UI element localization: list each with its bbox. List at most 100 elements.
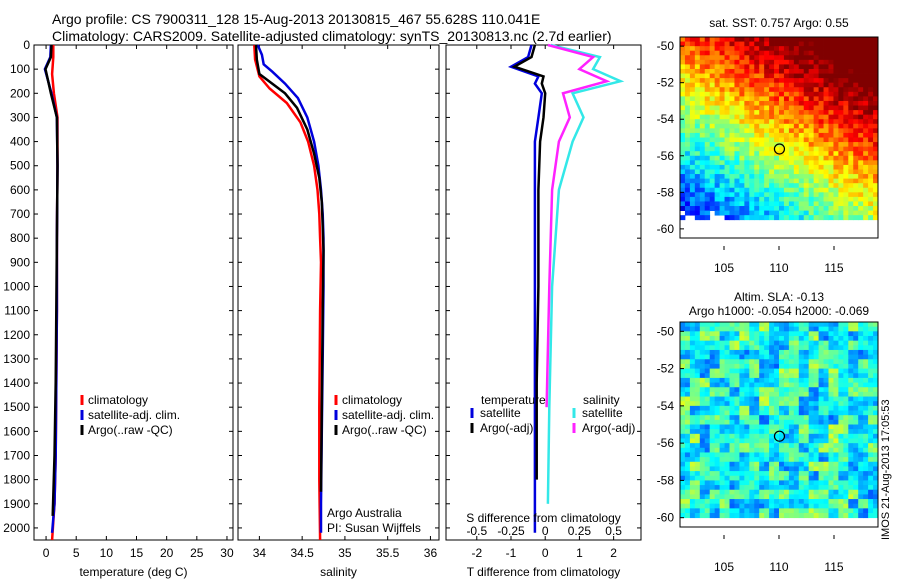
credit-pi: PI: Susan Wijffels [327, 521, 421, 535]
sst-map-ytick-label: -58 [657, 185, 675, 199]
depth-tick-label: 2000 [3, 521, 30, 535]
temp-xtick-label: 0 [43, 546, 50, 560]
diff-legend-label: satellite [480, 406, 521, 420]
depth-tick-label: 1900 [3, 497, 30, 511]
sst-map-ytick-label: -56 [657, 149, 675, 163]
depth-tick-label: 1300 [3, 352, 30, 366]
temp-xtick-label: 5 [73, 546, 80, 560]
depth-tick-label: 800 [10, 231, 30, 245]
depth-tick-label: 1500 [3, 400, 30, 414]
depth-tick-label: 1200 [3, 328, 30, 342]
depth-tick-label: 300 [10, 110, 30, 124]
temp-xlabel: temperature (deg C) [79, 565, 187, 579]
sla-heatmap-cells [680, 322, 879, 519]
diff-axes-frame [445, 44, 642, 541]
depth-tick-label: 1400 [3, 376, 30, 390]
sal-series-argo-raw-qc- [254, 44, 325, 492]
sal-xtick-label: 36 [424, 546, 438, 560]
sst-map-ytick-label: -52 [657, 76, 675, 90]
depth-tick-label: 0 [23, 38, 30, 52]
sst-map-xtick-label: 115 [824, 261, 843, 275]
temp-xtick-label: 10 [100, 546, 114, 560]
depth-tick-label: 1000 [3, 279, 30, 293]
sst-argo-position-marker [773, 143, 786, 155]
sdiff-xtick-label: -0.25 [497, 524, 525, 538]
sal-xtick-label: 35 [338, 546, 352, 560]
depth-tick-label: 1700 [3, 448, 30, 462]
depth-tick-label: 1600 [3, 424, 30, 438]
sla-map-ytick-label: -50 [657, 324, 675, 338]
diff-legend-label: satellite [582, 406, 623, 420]
diff-xtick-label: 0 [542, 546, 549, 560]
sla-map-title: Altim. SLA: -0.13 [734, 290, 824, 304]
temp-axes-frame [33, 44, 234, 541]
credit-institution: Argo Australia [327, 506, 402, 520]
temp-legend-label: Argo(..raw -QC) [88, 423, 173, 437]
imos-timestamp: IMOS 21-Aug-2013 17:05:53 [880, 399, 892, 540]
sdiff-xtick-label: 0.25 [568, 524, 592, 538]
temp-xtick-label: 30 [220, 546, 234, 560]
sal-legend-label: Argo(..raw -QC) [342, 423, 427, 437]
diff-xtick-label: 2 [610, 546, 617, 560]
sal-legend-label: satellite-adj. clim. [342, 408, 434, 422]
sdiff-xtick-label: 0.5 [605, 524, 622, 538]
sla-map-frame [679, 321, 879, 528]
temp-xtick-label: 15 [130, 546, 144, 560]
sal-xlabel: salinity [320, 565, 357, 579]
sla-map-ytick-label: -58 [657, 473, 675, 487]
depth-tick-label: 200 [10, 86, 30, 100]
sla-map-xtick-label: 105 [714, 560, 734, 574]
diff-series-satellite [507, 44, 544, 533]
sst-map-ytick-label: -60 [657, 222, 675, 236]
sal-xtick-label: 35.5 [376, 546, 400, 560]
sdiff-xtick-label: -0.5 [466, 524, 487, 538]
sst-map-xtick-label: 110 [769, 261, 788, 275]
sst-map-ytick-label: -50 [657, 39, 675, 53]
diff-xlabel: T difference from climatology [467, 565, 621, 579]
depth-tick-label: 900 [10, 255, 30, 269]
sal-series-satellite-adj-clim- [256, 44, 325, 533]
diff-series-satellite [546, 43, 625, 504]
temp-xtick-label: 20 [160, 546, 174, 560]
diff-legend-group-temperature: temperature [481, 393, 546, 407]
sal-legend-label: climatology [342, 393, 402, 407]
depth-tick-label: 1100 [4, 304, 30, 318]
temp-series-argo-raw-qc- [44, 44, 59, 516]
depth-tick-label: 100 [10, 62, 30, 76]
header-line-1: Argo profile: CS 7900311_128 15-Aug-2013… [52, 11, 541, 27]
sst-map-frame [679, 36, 879, 239]
sla-map-ytick-label: -60 [657, 511, 675, 525]
diff-legend-label: Argo(-adj) [480, 421, 533, 435]
depth-tick-label: 700 [10, 207, 30, 221]
depth-tick-label: 600 [10, 183, 30, 197]
diff-series-argo-adj- [511, 44, 547, 480]
sal-series-climatology [253, 44, 323, 541]
temp-legend-label: climatology [88, 393, 148, 407]
sla-map-xtick-label: 115 [824, 560, 843, 574]
sal-axes-frame [237, 44, 440, 541]
diff-legend-group-salinity: salinity [583, 393, 620, 407]
sdiff-xtick-label: 0 [542, 524, 549, 538]
temp-xtick-label: 25 [190, 546, 204, 560]
diff-series-argo-adj- [545, 43, 611, 408]
sla-map-subtitle: Argo h1000: -0.054 h2000: -0.069 [689, 304, 869, 318]
header-line-2: Climatology: CARS2009. Satellite-adjuste… [52, 28, 612, 44]
sdiff-xlabel: S difference from climatology [466, 511, 621, 525]
sla-map-ytick-label: -52 [657, 362, 675, 376]
sal-xtick-label: 34.5 [290, 546, 314, 560]
temp-legend-label: satellite-adj. clim. [88, 408, 180, 422]
sla-map-ytick-label: -54 [657, 399, 675, 413]
depth-tick-label: 500 [10, 159, 30, 173]
depth-tick-label: 400 [10, 135, 30, 149]
sla-map-xtick-label: 110 [769, 560, 788, 574]
sst-map-ytick-label: -54 [657, 112, 675, 126]
sst-heatmap-cells [680, 37, 879, 221]
diff-xtick-label: 1 [576, 546, 583, 560]
sla-map-ytick-label: -56 [657, 436, 675, 450]
diff-xtick-label: -1 [506, 546, 517, 560]
sla-argo-position-marker [773, 430, 786, 442]
diff-xtick-label: -2 [471, 546, 482, 560]
sal-xtick-label: 34 [253, 546, 267, 560]
sst-map-xtick-label: 105 [714, 261, 734, 275]
